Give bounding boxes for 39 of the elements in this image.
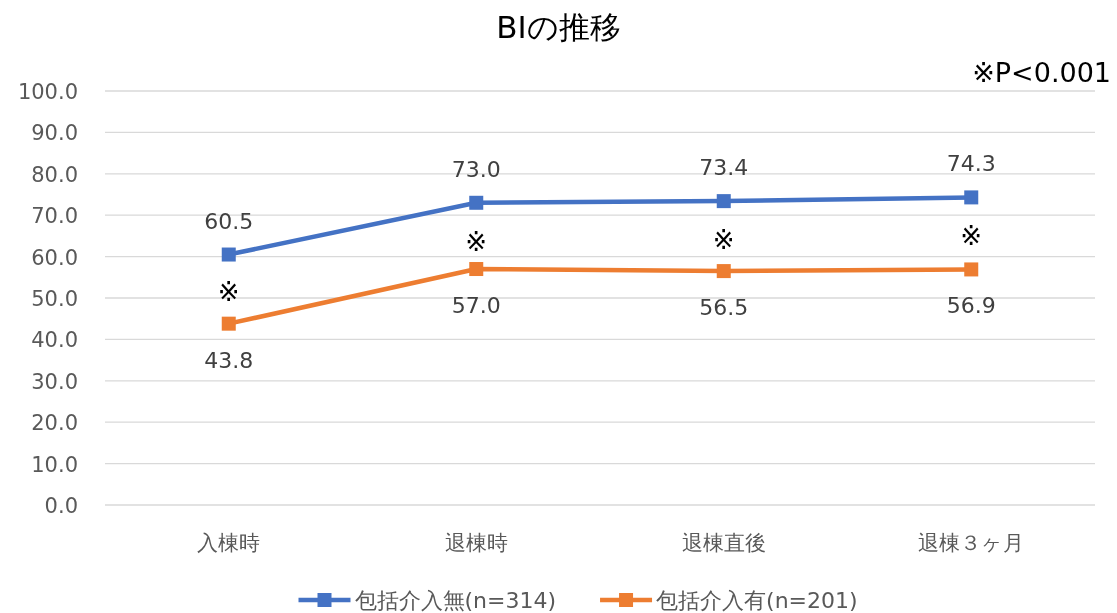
y-tick-label: 60.0 xyxy=(31,245,78,270)
point xyxy=(221,247,236,262)
point xyxy=(716,194,731,209)
y-tick-label: 40.0 xyxy=(31,328,78,353)
point xyxy=(716,264,731,279)
y-tick-label: 30.0 xyxy=(31,369,78,394)
legend-label: 包括介入無(n=314) xyxy=(354,588,557,613)
x-tick-label: 入棟時 xyxy=(197,531,261,555)
annotation: ※ xyxy=(712,225,735,256)
point xyxy=(964,190,979,205)
data-label: 43.8 xyxy=(204,347,254,373)
y-tick-label: 100.0 xyxy=(17,80,78,104)
data-label: 74.3 xyxy=(946,151,996,177)
annotation: ※ xyxy=(465,226,488,257)
y-tick-label: 70.0 xyxy=(31,204,78,229)
y-tick-label: 80.0 xyxy=(31,162,78,187)
data-label: 56.9 xyxy=(946,293,996,319)
text: ※P<0.001 xyxy=(972,57,1111,88)
data-label: 73.4 xyxy=(699,155,749,181)
annotation: ※ xyxy=(960,221,983,252)
annotation: ※ xyxy=(217,277,240,308)
x-tick-label: 退棟３ヶ月 xyxy=(918,531,1025,555)
y-tick-label: 10.0 xyxy=(31,452,78,477)
x-tick-label: 退棟時 xyxy=(444,531,508,555)
data-label: 57.0 xyxy=(451,293,501,319)
point xyxy=(221,316,236,331)
x-tick-label: 退棟直後 xyxy=(681,531,766,555)
data-label: 56.5 xyxy=(699,295,749,321)
point xyxy=(469,262,484,277)
y-tick-label: 90.0 xyxy=(31,121,78,146)
data-label: 73.0 xyxy=(451,156,501,182)
chart-title: BIの推移 xyxy=(496,9,621,45)
y-tick-label: 0.0 xyxy=(44,494,78,518)
point xyxy=(964,262,979,277)
y-tick-label: 50.0 xyxy=(31,287,78,311)
legend-label: 包括介入有(n=201) xyxy=(656,588,858,613)
y-tick-label: 20.0 xyxy=(31,411,78,436)
data-label: 60.5 xyxy=(204,208,254,234)
point xyxy=(469,195,484,210)
